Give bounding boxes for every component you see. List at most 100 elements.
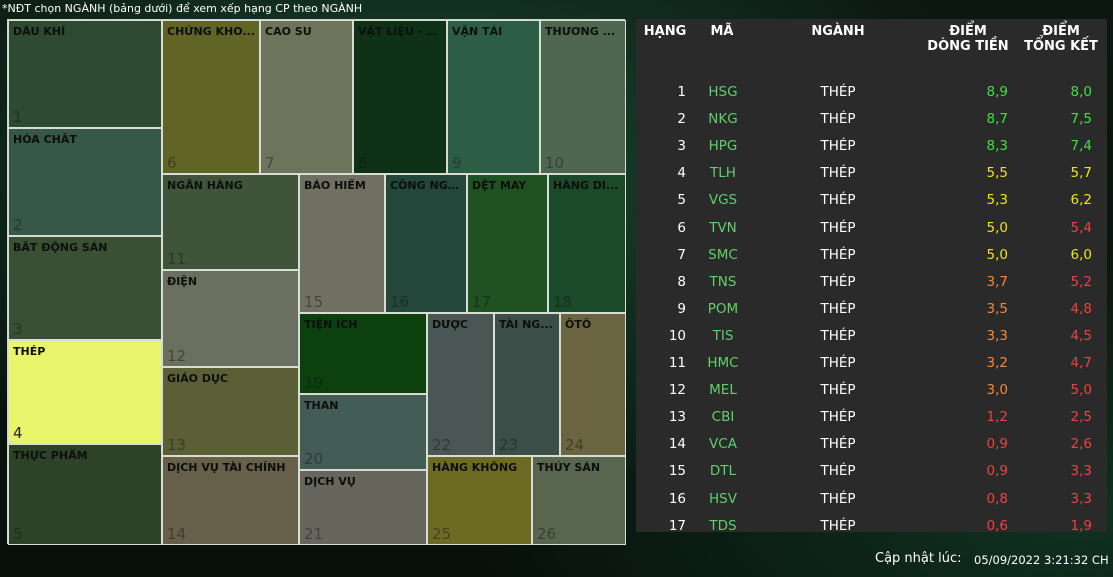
sector-cell[interactable]: THÉP 4 — [8, 340, 162, 444]
table-row[interactable]: 11 HMC THÉP 3,2 4,7 — [636, 350, 1107, 377]
sector-cell[interactable]: CAO SU 7 — [260, 20, 353, 174]
sector-cell[interactable]: THAN 20 — [299, 394, 427, 470]
sector-cell[interactable]: HÓA CHẤT 2 — [8, 128, 162, 236]
row-code: HSG — [708, 84, 738, 100]
row-rank: 3 — [677, 138, 686, 155]
row-sector: THÉP — [820, 111, 856, 128]
row-sector: THÉP — [820, 138, 856, 155]
sector-cell[interactable]: GIÁO DỤC 13 — [162, 367, 299, 456]
sector-name: HÀNG DI... — [553, 179, 619, 192]
sector-cell[interactable]: THƯƠNG ... 10 — [540, 20, 626, 174]
table-row[interactable]: 4 TLH THÉP 5,5 5,7 — [636, 160, 1107, 187]
sector-cell[interactable]: DƯỢC 22 — [427, 313, 494, 456]
table-row[interactable]: 10 TIS THÉP 3,3 4,5 — [636, 323, 1107, 350]
row-total-score: 5,7 — [1070, 165, 1092, 182]
row-code: NKG — [708, 111, 738, 128]
row-code: VGS — [708, 192, 738, 209]
header-rank: HẠNG — [643, 24, 687, 39]
row-total-score: 5,2 — [1070, 273, 1092, 290]
table-row[interactable]: 12 MEL THÉP 3,0 5,0 — [636, 377, 1107, 404]
sector-cell[interactable]: DỊCH VỤ 21 — [299, 470, 427, 545]
sector-cell[interactable]: HÀNG DI... 18 — [548, 174, 626, 313]
table-row[interactable]: 2 NKG THÉP 8,7 7,5 — [636, 106, 1107, 133]
table-row[interactable]: 8 TNS THÉP 3,7 5,2 — [636, 269, 1107, 296]
table-row[interactable]: 1 HSG THÉP 8,9 8,0 — [636, 79, 1107, 106]
sector-number: 20 — [304, 450, 324, 468]
row-code: TNS — [709, 273, 737, 290]
row-total-score: 8,0 — [1070, 84, 1092, 100]
table-row[interactable]: 6 TVN THÉP 5,0 5,4 — [636, 215, 1107, 242]
sector-cell[interactable]: TÀI NG... 23 — [494, 313, 560, 456]
row-sector: THÉP — [820, 382, 856, 399]
table-row[interactable]: 13 CBI THÉP 1,2 2,5 — [636, 404, 1107, 431]
sector-cell[interactable]: ÔTÔ 24 — [560, 313, 626, 456]
sector-cell[interactable]: NGÂN HÀNG 11 — [162, 174, 299, 270]
table-row[interactable]: 3 HPG THÉP 8,3 7,4 — [636, 133, 1107, 160]
row-sector: THÉP — [820, 300, 856, 317]
sector-name: TÀI NG... — [499, 318, 553, 331]
sector-number: 7 — [265, 154, 275, 172]
row-total-score: 2,6 — [1070, 436, 1092, 453]
row-sector: THÉP — [820, 327, 856, 344]
table-row[interactable]: 14 VCA THÉP 0,9 2,6 — [636, 431, 1107, 458]
sector-cell[interactable]: THỰC PHẨM 5 — [8, 444, 162, 545]
update-time: 05/09/2022 3:21:32 CH — [974, 553, 1109, 567]
sector-number: 26 — [537, 525, 557, 543]
table-row[interactable]: 15 DTL THÉP 0,9 3,3 — [636, 458, 1107, 485]
header-flow-line1: ĐIỂM — [949, 24, 987, 39]
table-row[interactable]: 17 TDS THÉP 0,6 1,9 — [636, 513, 1107, 540]
row-rank: 10 — [668, 327, 686, 344]
header-flow-line2: DÒNG TIỀN — [927, 39, 1009, 54]
row-total-score: 2,5 — [1070, 409, 1092, 426]
sector-cell[interactable]: TIỆN ÍCH 19 — [299, 313, 427, 394]
sector-cell[interactable]: BẢO HIỂM 15 — [299, 174, 385, 313]
row-sector: THÉP — [820, 490, 856, 507]
row-flow-score: 0,9 — [986, 436, 1008, 453]
row-flow-score: 5,0 — [986, 246, 1008, 263]
sector-name: NGÂN HÀNG — [167, 179, 243, 192]
sector-name: THỰC PHẨM — [13, 449, 88, 462]
row-code: TDS — [709, 517, 737, 534]
header-code: MÃ — [710, 24, 734, 39]
sector-cell[interactable]: VẬT LIỆU - X... 8 — [353, 20, 447, 174]
row-total-score: 7,5 — [1070, 111, 1092, 128]
row-sector: THÉP — [820, 463, 856, 480]
sector-name: THAN — [304, 399, 339, 412]
sector-cell[interactable]: DỊCH VỤ TÀI CHÍNH 14 — [162, 456, 299, 545]
sector-name: DỆT MAY — [472, 179, 527, 192]
sector-cell[interactable]: CÔNG NGHỆ 16 — [385, 174, 467, 313]
sector-number: 23 — [499, 436, 519, 454]
sector-cell[interactable]: CHỨNG KHO... 6 — [162, 20, 260, 174]
row-flow-score: 3,0 — [986, 382, 1008, 399]
table-row[interactable]: 9 POM THÉP 3,5 4,8 — [636, 296, 1107, 323]
sector-cell[interactable]: ĐIỆN 12 — [162, 270, 299, 367]
row-total-score: 3,3 — [1070, 463, 1092, 480]
table-row[interactable]: 7 SMC THÉP 5,0 6,0 — [636, 242, 1107, 269]
sector-number: 16 — [390, 293, 410, 311]
table-row[interactable]: 5 VGS THÉP 5,3 6,2 — [636, 187, 1107, 214]
row-rank: 12 — [668, 382, 686, 399]
sector-number: 1 — [13, 108, 23, 126]
sector-number: 17 — [472, 293, 492, 311]
row-rank: 2 — [677, 111, 686, 128]
row-flow-score: 8,9 — [986, 84, 1008, 100]
table-row[interactable]: 16 HSV THÉP 0,8 3,3 — [636, 486, 1107, 513]
sector-name: DẦU KHÍ — [13, 25, 66, 38]
sector-cell[interactable]: THỦY SẢN 26 — [532, 456, 626, 545]
sector-number: 11 — [167, 250, 187, 268]
row-rank: 5 — [677, 192, 686, 209]
sector-cell[interactable]: DỆT MAY 17 — [467, 174, 548, 313]
sector-cell[interactable]: VẬN TẢI 9 — [447, 20, 540, 174]
header-total-score: ĐIỂM TỔNG KẾT — [1018, 24, 1104, 54]
row-sector: THÉP — [820, 192, 856, 209]
sector-name: THƯƠNG ... — [545, 25, 616, 38]
sector-cell[interactable]: DẦU KHÍ 1 — [8, 20, 162, 128]
sector-cell[interactable]: HÀNG KHÔNG 25 — [427, 456, 532, 545]
row-rank: 7 — [677, 246, 686, 263]
row-total-score: 4,8 — [1070, 300, 1092, 317]
row-sector: THÉP — [820, 273, 856, 290]
row-total-score: 5,4 — [1070, 219, 1092, 236]
sector-treemap: DẦU KHÍ 1 HÓA CHẤT 2 BẤT ĐỘNG SẢN 3 THÉP 4 THỰC … — [7, 19, 626, 545]
sector-name: VẬN TẢI — [452, 25, 503, 38]
sector-cell[interactable]: BẤT ĐỘNG SẢN 3 — [8, 236, 162, 340]
